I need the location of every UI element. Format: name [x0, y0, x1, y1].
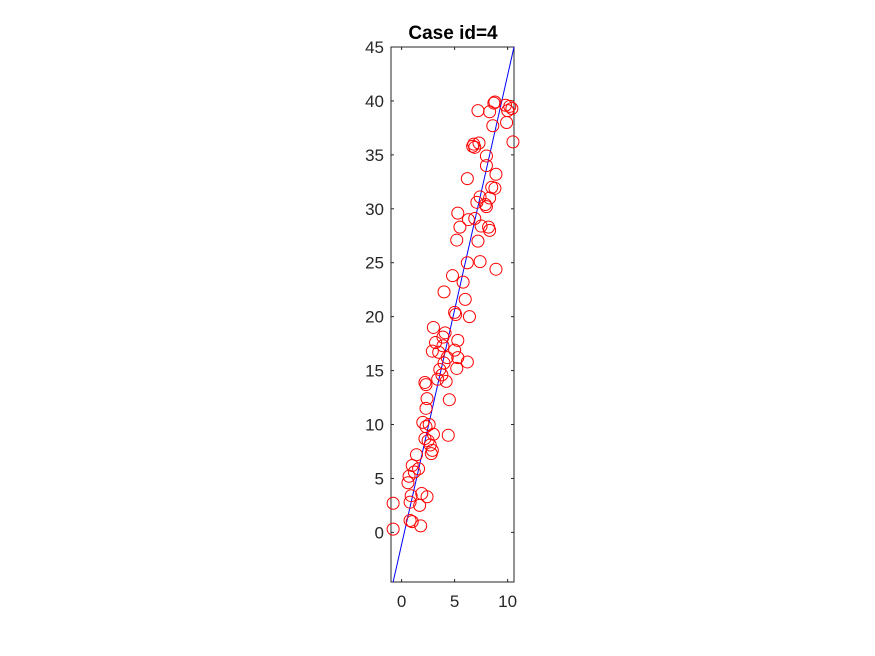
- scatter-point: [425, 344, 439, 358]
- scatter-point: [426, 320, 440, 334]
- scatter-point: [426, 427, 440, 441]
- y-tick-label: 0: [375, 523, 384, 542]
- x-tick-label: 5: [450, 592, 459, 611]
- scatter-point: [500, 116, 514, 130]
- y-tick-label: 5: [375, 469, 384, 488]
- scatter-point: [474, 219, 488, 233]
- scatter-point: [419, 401, 433, 415]
- scatter-point: [404, 489, 418, 503]
- fit-line: [392, 46, 515, 583]
- scatter-point: [436, 330, 450, 344]
- scatter-point: [460, 172, 474, 186]
- scatter-point: [409, 448, 423, 462]
- scatter-point: [405, 515, 419, 529]
- scatter-point: [448, 343, 462, 357]
- scatter-point: [453, 220, 467, 234]
- scatter-point: [451, 333, 465, 347]
- scatter-point: [461, 213, 475, 227]
- scatter-point: [479, 159, 493, 173]
- scatter-point: [472, 136, 486, 150]
- scatter-point: [458, 292, 472, 306]
- scatter-point: [448, 305, 462, 319]
- scatter-point: [456, 275, 470, 289]
- chart-title: Case id=4: [408, 23, 498, 44]
- y-tick-label: 35: [365, 146, 384, 165]
- scatter-point: [489, 262, 503, 276]
- y-tick-label: 15: [365, 362, 384, 381]
- scatter-point: [486, 119, 500, 133]
- y-tick-label: 10: [365, 416, 384, 435]
- y-tick-label: 30: [365, 200, 384, 219]
- scatter-point: [403, 514, 417, 528]
- scatter-point: [416, 415, 430, 429]
- scatter-point: [489, 167, 503, 181]
- scatter-point: [468, 212, 482, 226]
- scatter-point: [471, 234, 485, 248]
- scatter-point: [401, 476, 415, 490]
- scatter-point: [440, 351, 454, 365]
- scatter-point: [450, 233, 464, 247]
- x-tick-label: 10: [498, 592, 517, 611]
- scatter-point: [467, 137, 481, 151]
- scatter-point: [386, 522, 400, 536]
- scatter-point: [436, 339, 450, 353]
- scatter-point: [466, 139, 480, 153]
- scatter-point: [473, 255, 487, 269]
- scatter-point: [450, 361, 464, 375]
- scatter-point: [420, 392, 434, 406]
- y-tick-label: 25: [365, 254, 384, 273]
- scatter-point: [419, 420, 433, 434]
- scatter-point: [386, 496, 400, 510]
- scatter-point: [446, 269, 459, 283]
- scatter-point: [460, 355, 474, 369]
- scatter-point: [418, 375, 432, 389]
- scatter-point: [414, 519, 428, 533]
- scatter-point: [433, 363, 447, 377]
- x-tick-label: 0: [397, 592, 406, 611]
- scatter-point: [419, 378, 433, 392]
- scatter-point: [407, 465, 421, 479]
- scatter-point: [425, 443, 439, 457]
- scatter-point: [470, 195, 484, 209]
- scatter-point: [488, 181, 502, 195]
- scatter-point: [437, 285, 451, 299]
- scatter-point: [431, 372, 445, 386]
- scatter-point: [439, 374, 453, 388]
- scatter-point: [479, 149, 493, 163]
- scatter-point: [449, 308, 463, 321]
- scatter-point: [482, 220, 496, 234]
- y-tick-label: 20: [365, 308, 384, 327]
- scatter-point: [506, 135, 520, 149]
- scatter-point: [441, 428, 455, 442]
- scatter-point: [460, 256, 474, 270]
- scatter-point: [412, 462, 426, 476]
- scatter-point: [442, 393, 456, 407]
- scatter-point: [451, 206, 465, 220]
- plot-area: 0 5 10 0 5 10 15 20 25 30 35 40 45: [365, 38, 520, 611]
- y-tick-label: 40: [365, 92, 384, 111]
- scatter-point: [403, 495, 417, 509]
- y-tick-label: 45: [365, 38, 384, 57]
- scatter-point: [462, 310, 476, 324]
- scatter-point: [420, 490, 434, 504]
